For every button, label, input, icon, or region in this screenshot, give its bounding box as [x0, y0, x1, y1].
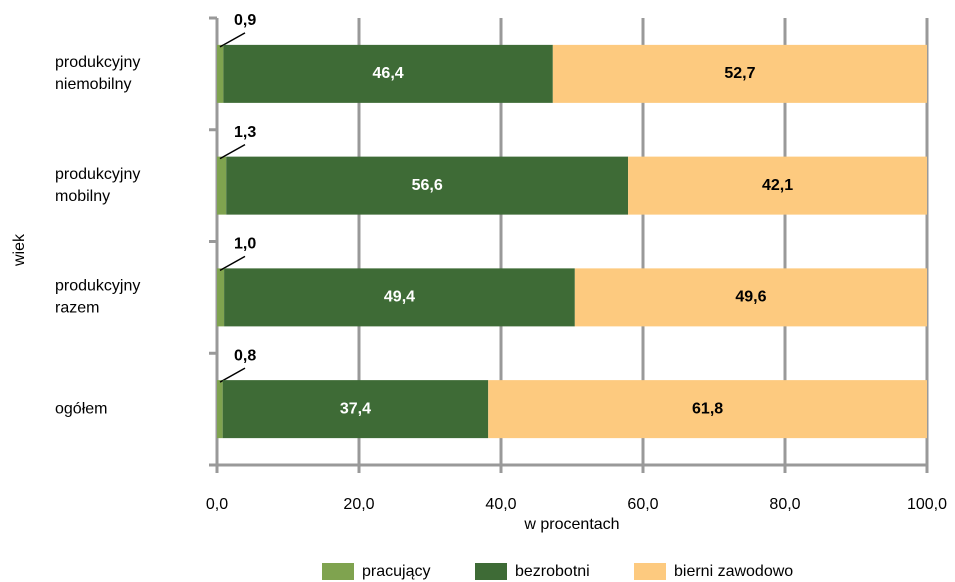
- bar-segment: [217, 44, 224, 103]
- data-label: 37,4: [340, 400, 371, 417]
- data-label: 0,8: [234, 347, 256, 364]
- x-tick-label: 100,0: [907, 496, 947, 513]
- x-tick-label: 0,0: [206, 496, 228, 513]
- y-tick-label: ogółem: [55, 400, 107, 417]
- bar-segment: [217, 380, 223, 439]
- legend-swatch: [322, 563, 354, 580]
- leader-line: [219, 143, 246, 160]
- data-label: 52,7: [724, 65, 755, 82]
- legend-swatch: [634, 563, 666, 580]
- y-tick-label: razem: [55, 300, 99, 317]
- legend-swatch: [475, 563, 507, 580]
- bar-segment: [217, 156, 227, 215]
- leader-line: [219, 32, 246, 48]
- leader-line: [219, 367, 246, 383]
- bar-segment: [488, 380, 927, 439]
- y-tick-label: produkcyjny: [55, 278, 140, 295]
- x-tick-label: 40,0: [485, 496, 516, 513]
- bar-segment: [552, 44, 927, 103]
- data-label: 1,0: [234, 236, 256, 253]
- y-tick-label: produkcyjny: [55, 166, 140, 183]
- legend-label: pracujący: [362, 563, 430, 580]
- y-tick-label: produkcyjny: [55, 54, 140, 71]
- bar-segment: [628, 156, 927, 215]
- data-label: 0,9: [234, 12, 256, 29]
- legend-label: bezrobotni: [515, 563, 590, 580]
- data-label: 49,4: [384, 289, 415, 306]
- x-tick-label: 80,0: [769, 496, 800, 513]
- bar-segment: [222, 380, 489, 439]
- data-label: 1,3: [234, 124, 256, 141]
- leader-line: [219, 255, 246, 272]
- x-tick-label: 20,0: [343, 496, 374, 513]
- data-label: 49,6: [735, 289, 766, 306]
- bar-segment: [217, 268, 225, 327]
- x-axis-title: w procentach: [523, 516, 619, 533]
- bar-segment: [223, 44, 553, 103]
- x-tick-label: 60,0: [627, 496, 658, 513]
- legend-label: bierni zawodowo: [674, 563, 793, 580]
- data-label: 42,1: [762, 177, 793, 194]
- y-tick-label: niemobilny: [55, 76, 131, 93]
- bar-segment: [224, 268, 575, 327]
- data-label: 46,4: [373, 65, 404, 82]
- y-tick-label: mobilny: [55, 188, 110, 205]
- data-label: 61,8: [692, 400, 723, 417]
- bar-segment: [226, 156, 629, 215]
- y-axis-title: wiek: [11, 233, 28, 267]
- data-label: 56,6: [412, 177, 443, 194]
- bar-segment: [574, 268, 927, 327]
